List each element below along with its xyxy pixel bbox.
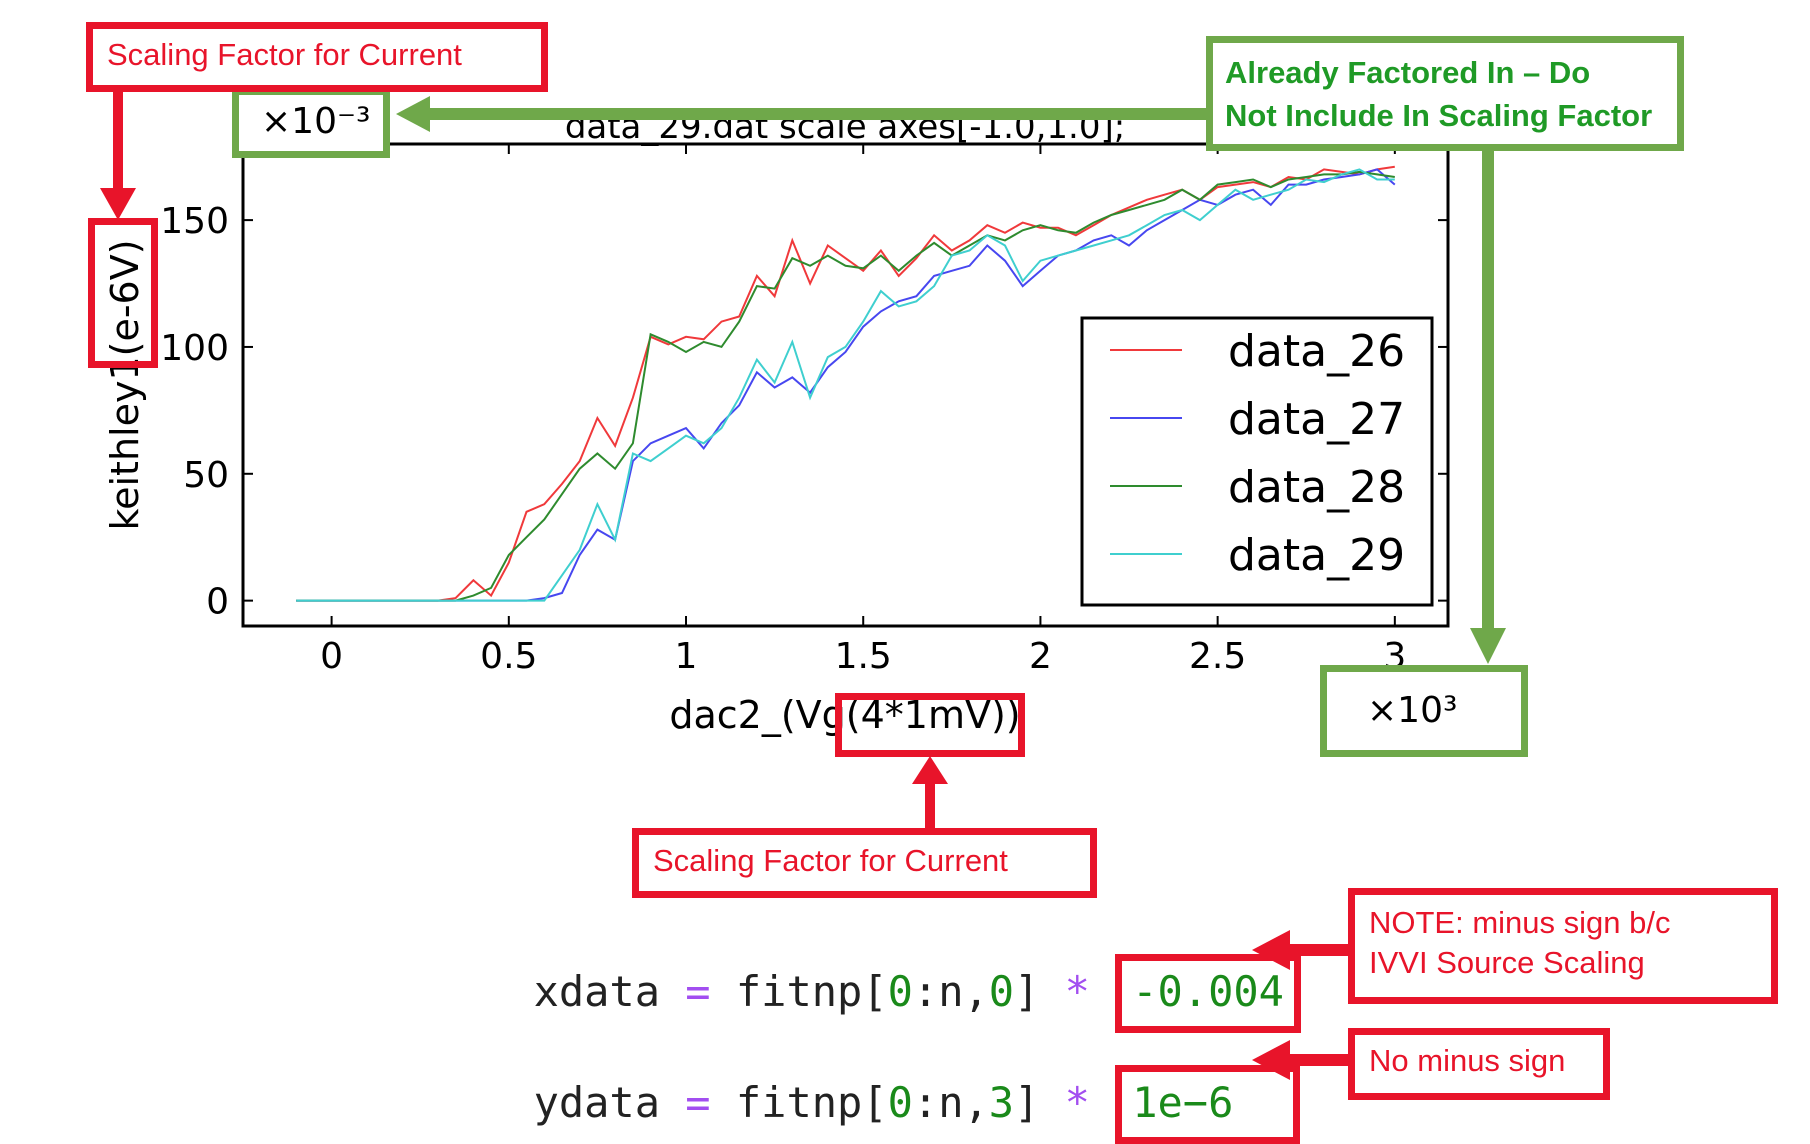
code-operator: * <box>1064 1078 1090 1127</box>
chart: data_29.dat scale axes[-1.0,1.0]; 0 0.5 1 1… <box>103 107 1450 737</box>
x-tick-label: 2.5 <box>1189 636 1246 677</box>
code-number: 3 <box>988 1078 1015 1127</box>
code-text: :n, <box>912 967 989 1016</box>
code-number: 0 <box>887 1078 913 1127</box>
code-text: ] <box>1014 1078 1065 1127</box>
no-minus-note: No minus sign <box>1348 1028 1610 1100</box>
legend-label-data-29: data_29 <box>1228 530 1405 581</box>
code-var: xdata <box>533 967 686 1016</box>
y-axis-label: keithley1(e-6V) <box>103 239 147 530</box>
plot-frame <box>241 142 1450 628</box>
legend-label-data-27: data_27 <box>1228 394 1405 445</box>
code-line-ydata: ydata = fitnp[0:n,3] * 1e−6 <box>483 1016 1301 1144</box>
y-unit-highlight <box>88 218 158 368</box>
code-number: 0 <box>988 967 1015 1016</box>
minus-sign-note-line2: IVVI Source Scaling <box>1369 945 1645 981</box>
y-tick-label: 100 <box>160 328 229 369</box>
y-multiplier-box: ×10⁻³ <box>232 88 390 158</box>
x-tick-label: 1.5 <box>835 636 892 677</box>
x-tick-label: 0 <box>320 636 343 677</box>
y-multiplier: ×10⁻³ <box>261 101 371 142</box>
code-number: 0 <box>887 967 913 1016</box>
legend-label-data-28: data_28 <box>1228 462 1405 513</box>
y-tick-label: 0 <box>206 582 229 623</box>
scaling-factor-label-bottom: Scaling Factor for Current <box>632 828 1097 898</box>
y-factor-box: 1e−6 <box>1115 1065 1301 1144</box>
y-tick-label: 150 <box>160 201 229 242</box>
code-operator: = <box>685 967 711 1016</box>
series-lines <box>296 165 1396 602</box>
code-text: fitnp[ <box>710 1078 888 1127</box>
series-line-data-26 <box>296 165 1395 602</box>
x-tick-label: 2 <box>1029 636 1052 677</box>
code-operator: * <box>1064 967 1090 1016</box>
code-text: :n, <box>912 1078 989 1127</box>
legend-frame <box>1080 316 1434 607</box>
x-unit-highlight <box>835 693 1025 757</box>
code-line-xdata: xdata = fitnp[0:n,0] * -0.004 <box>483 905 1301 1033</box>
scaling-factor-label-top: Scaling Factor for Current <box>86 22 548 92</box>
minus-sign-note-line1: NOTE: minus sign b/c <box>1369 905 1671 940</box>
series-line-data-28 <box>296 170 1395 602</box>
code-text: ] <box>1014 967 1065 1016</box>
x-tick-label: 0.5 <box>480 636 537 677</box>
x-scaling-factor: -0.004 <box>1132 967 1284 1016</box>
series-line-data-29 <box>296 168 1395 602</box>
already-factored-note: Already Factored In – Do Not Include In … <box>1206 36 1684 151</box>
already-factored-line2: Not Include In Scaling Factor <box>1225 98 1653 134</box>
minus-sign-note: NOTE: minus sign b/c IVVI Source Scaling <box>1348 888 1778 1004</box>
y-tick-label: 50 <box>183 455 229 496</box>
legend: data_26 data_27 data_28 data_29 <box>1080 316 1434 607</box>
y-scaling-factor: 1e−6 <box>1132 1078 1234 1127</box>
x-axis-label: dac2_(Vg(4*1mV)) <box>669 693 1020 737</box>
x-tick-label: 1 <box>675 636 698 677</box>
x-factor-box: -0.004 <box>1115 954 1301 1033</box>
code-operator: = <box>685 1078 711 1127</box>
code-var: ydata <box>533 1078 686 1127</box>
code-text: fitnp[ <box>710 967 888 1016</box>
series-line-data-27 <box>296 168 1396 602</box>
x-multiplier: ×10³ <box>1367 690 1458 731</box>
legend-label-data-26: data_26 <box>1228 326 1405 377</box>
chart-title: data_29.dat scale axes[-1.0,1.0]; <box>565 107 1125 147</box>
x-multiplier-box: ×10³ <box>1320 665 1528 757</box>
already-factored-line1: Already Factored In – Do <box>1225 55 1591 90</box>
